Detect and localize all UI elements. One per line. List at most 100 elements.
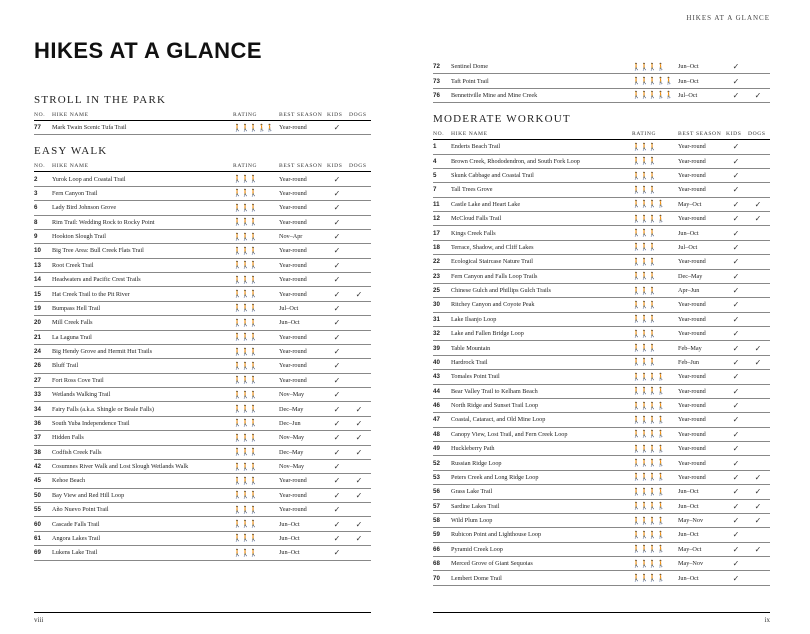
cell-rating: 🚶🚶🚶 <box>233 201 279 215</box>
cell-no: 31 <box>433 312 451 326</box>
cell-rating: 🚶🚶🚶 <box>632 312 678 326</box>
cell-kids: ✓ <box>726 442 748 456</box>
cell-season: Dec–May <box>678 269 726 283</box>
cell-season: Year-round <box>678 168 726 182</box>
table-row: 40Hardrock Trail🚶🚶🚶Feb–Jun✓✓ <box>433 355 770 369</box>
check-icon: ✓ <box>755 200 762 209</box>
check-icon: ✓ <box>733 415 740 424</box>
cell-season: Jun–Oct <box>678 528 726 542</box>
cell-dogs <box>748 413 770 427</box>
check-icon: ✓ <box>733 315 740 324</box>
cell-dogs: ✓ <box>748 470 770 484</box>
hiker-icon: 🚶🚶🚶 <box>233 463 258 471</box>
cell-no: 36 <box>34 416 52 430</box>
cell-name: Bennettville Mine and Mine Creek <box>451 88 632 102</box>
table-row: 1Enderts Beach Trail🚶🚶🚶Year-round✓ <box>433 140 770 154</box>
cell-name: Fort Ross Cove Trail <box>52 373 233 387</box>
cell-rating: 🚶🚶🚶 <box>233 215 279 229</box>
cell-dogs <box>349 172 371 186</box>
cell-name: Codfish Creek Falls <box>52 445 233 459</box>
cell-no: 34 <box>34 402 52 416</box>
cell-name: Wetlands Walking Trail <box>52 388 233 402</box>
cell-kids: ✓ <box>726 183 748 197</box>
cell-rating: 🚶🚶🚶🚶 <box>632 456 678 470</box>
hiker-icon: 🚶🚶🚶🚶🚶 <box>233 124 274 132</box>
table-row: 31Lake Ilsanjo Loop🚶🚶🚶Year-round✓ <box>433 312 770 326</box>
cell-kids: ✓ <box>726 384 748 398</box>
hiker-icon: 🚶🚶🚶 <box>233 376 258 384</box>
cell-name: Kehoe Beach <box>52 474 233 488</box>
cell-name: Lembert Dome Trail <box>451 571 632 585</box>
hiker-icon: 🚶🚶🚶 <box>233 391 258 399</box>
cell-kids: ✓ <box>726 528 748 542</box>
cell-name: Yurok Loop and Coastal Trail <box>52 172 233 186</box>
check-icon: ✓ <box>334 476 341 485</box>
cell-dogs: ✓ <box>748 88 770 102</box>
hiker-icon: 🚶🚶🚶🚶 <box>632 373 665 381</box>
cell-kids: ✓ <box>726 255 748 269</box>
table-row: 33Wetlands Walking Trail🚶🚶🚶Nov–May✓ <box>34 388 371 402</box>
cell-dogs: ✓ <box>748 542 770 556</box>
cell-rating: 🚶🚶🚶 <box>233 431 279 445</box>
table-row: 66Pyramid Creek Loop🚶🚶🚶🚶May–Oct✓✓ <box>433 542 770 556</box>
cell-dogs: ✓ <box>349 445 371 459</box>
cell-kids: ✓ <box>726 298 748 312</box>
table-row: 50Bay View and Red Hill Loop🚶🚶🚶Year-roun… <box>34 488 371 502</box>
cell-kids: ✓ <box>726 456 748 470</box>
cell-name: Bluff Trail <box>52 359 233 373</box>
cell-dogs <box>349 359 371 373</box>
cell-dogs <box>748 312 770 326</box>
cell-no: 48 <box>433 427 451 441</box>
cell-season: Year-round <box>279 258 327 272</box>
cell-kids: ✓ <box>327 474 349 488</box>
check-icon: ✓ <box>755 516 762 525</box>
cell-kids: ✓ <box>327 373 349 387</box>
check-icon: ✓ <box>733 171 740 180</box>
cell-no: 49 <box>433 442 451 456</box>
cell-rating: 🚶🚶🚶🚶 <box>632 60 678 74</box>
cell-name: Hookton Slough Trail <box>52 229 233 243</box>
cell-dogs: ✓ <box>349 287 371 301</box>
hiker-icon: 🚶🚶🚶 <box>632 157 657 165</box>
cell-rating: 🚶🚶🚶🚶 <box>632 398 678 412</box>
cell-no: 30 <box>433 298 451 312</box>
cell-no: 26 <box>34 359 52 373</box>
cell-season: Dec–Jun <box>279 416 327 430</box>
cell-name: Angora Lakes Trail <box>52 531 233 545</box>
cell-name: Bay View and Red Hill Loop <box>52 488 233 502</box>
table-row: 17Kings Creek Falls🚶🚶🚶Jun–Oct✓ <box>433 226 770 240</box>
th-dogs: DOGS <box>349 110 371 121</box>
cell-season: Year-round <box>678 470 726 484</box>
table-row: 22Ecological Staircase Nature Trail🚶🚶🚶Ye… <box>433 255 770 269</box>
cell-name: Russian Ridge Loop <box>451 456 632 470</box>
hiker-icon: 🚶🚶🚶 <box>632 344 657 352</box>
cell-dogs <box>748 154 770 168</box>
cell-rating: 🚶🚶🚶 <box>233 316 279 330</box>
cell-name: North Ridge and Sunset Trail Loop <box>451 398 632 412</box>
cell-dogs: ✓ <box>748 341 770 355</box>
cell-no: 7 <box>433 183 451 197</box>
cell-season: Jul–Oct <box>678 240 726 254</box>
hiker-icon: 🚶🚶🚶 <box>632 315 657 323</box>
hiker-icon: 🚶🚶🚶 <box>233 319 258 327</box>
cell-season: Jun–Oct <box>279 531 327 545</box>
cell-season: Year-round <box>279 121 327 135</box>
cell-kids: ✓ <box>327 287 349 301</box>
check-icon: ✓ <box>733 157 740 166</box>
cell-kids: ✓ <box>327 229 349 243</box>
cell-dogs <box>748 427 770 441</box>
cell-no: 8 <box>34 215 52 229</box>
cell-dogs <box>349 229 371 243</box>
cell-name: Ecological Staircase Nature Trail <box>451 255 632 269</box>
cell-season: Year-round <box>678 442 726 456</box>
table-row: 21La Laguna Trail🚶🚶🚶Year-round✓ <box>34 330 371 344</box>
hiker-icon: 🚶🚶🚶🚶 <box>632 416 665 424</box>
cell-season: May–Oct <box>678 542 726 556</box>
cell-kids: ✓ <box>726 355 748 369</box>
cell-season: Year-round <box>279 244 327 258</box>
cell-name: Huckleberry Path <box>451 442 632 456</box>
cell-kids: ✓ <box>726 413 748 427</box>
check-icon: ✓ <box>334 548 341 557</box>
cell-no: 11 <box>433 197 451 211</box>
cell-season: Jun–Oct <box>678 74 726 88</box>
